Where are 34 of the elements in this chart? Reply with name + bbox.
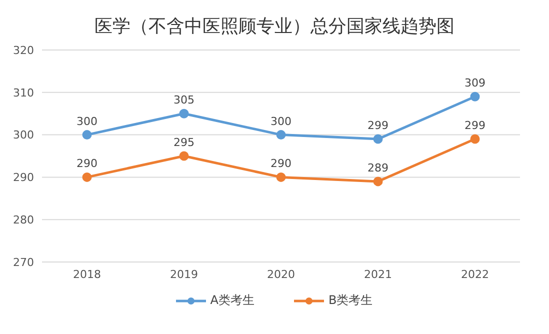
data-label: 290: [270, 157, 292, 170]
point: [373, 134, 383, 144]
point: [179, 108, 189, 118]
point: [276, 130, 286, 140]
point: [82, 130, 92, 140]
point: [470, 134, 480, 144]
legend-label: A类考生: [210, 292, 254, 309]
y-tick-label: 290: [13, 171, 34, 184]
x-tick-label: 2021: [364, 268, 392, 281]
data-label: 290: [76, 157, 98, 170]
x-tick-label: 2018: [73, 268, 101, 281]
point: [276, 172, 286, 182]
data-label: 300: [270, 114, 292, 128]
y-tick-label: 300: [13, 128, 34, 142]
data-label: 305: [174, 94, 194, 107]
data-label: 295: [174, 136, 194, 149]
y-tick-label: 280: [13, 214, 34, 227]
x-tick-label: 2022: [461, 268, 489, 281]
data-label: 299: [464, 119, 486, 132]
data-label: 309: [464, 76, 486, 90]
point: [179, 151, 189, 161]
point: [470, 92, 480, 102]
data-label: 289: [368, 161, 388, 174]
x-tick-label: 2020: [267, 268, 295, 281]
point: [373, 176, 383, 186]
legend-label: B类考生: [328, 292, 373, 309]
y-tick-label: 320: [13, 44, 34, 57]
x-tick-label: 2019: [170, 268, 198, 281]
y-tick-label: 310: [13, 86, 34, 100]
point: [82, 172, 92, 182]
data-label: 300: [76, 114, 98, 128]
y-tick-label: 270: [13, 256, 34, 269]
chart-title: 医学（不含中医照顾专业）总分国家线趋势图: [94, 15, 456, 39]
data-label: 299: [368, 119, 388, 132]
